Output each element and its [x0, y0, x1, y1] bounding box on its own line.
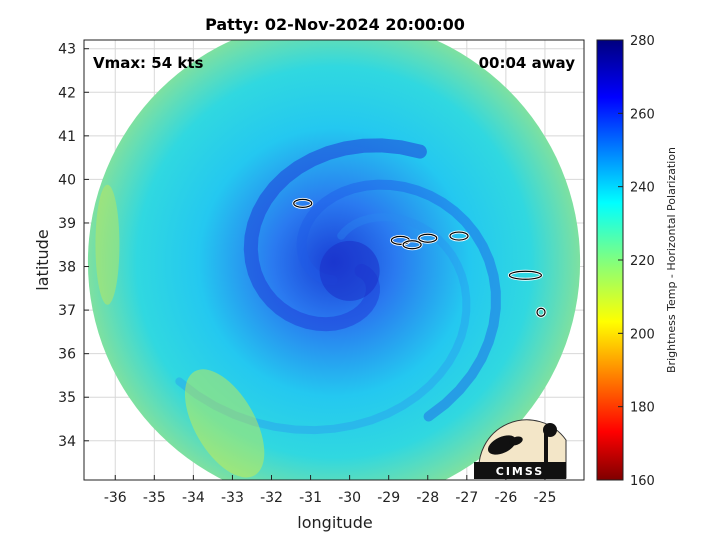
cimss-logo: CIMSS	[474, 419, 567, 479]
y-tick-label: 34	[58, 434, 76, 450]
island-outline	[449, 231, 469, 241]
rain-bands	[95, 138, 501, 478]
storm-core	[319, 240, 380, 301]
x-tick-label: -25	[534, 490, 557, 506]
colorbar-label: Brightness Temp - Horizontal Polarizatio…	[665, 147, 678, 373]
y-tick-label: 43	[58, 42, 76, 58]
y-tick-label: 36	[58, 347, 76, 363]
colorbar-tick-label: 240	[630, 181, 655, 196]
y-tick-label: 42	[58, 85, 76, 101]
rain-band	[175, 213, 471, 435]
logo-tower-top-icon	[543, 423, 557, 437]
logo-tower-icon	[544, 432, 548, 462]
y-tick-label: 41	[58, 129, 76, 145]
x-axis-label: longitude	[297, 513, 372, 532]
land-outlines	[292, 197, 547, 318]
x-axis-ticks: -36 -35 -34 -33 -32 -31 -30 -29 -28 -27 -26 -25	[104, 475, 557, 506]
x-tick-label: -26	[494, 490, 517, 506]
y-tick-label: 39	[58, 216, 76, 232]
logo-dish-small-icon	[509, 436, 523, 446]
x-tick-label: -28	[416, 490, 439, 506]
island-outline	[418, 233, 438, 243]
colorbar-tick-label: 180	[630, 401, 655, 416]
colorbar-tick-label: 200	[630, 327, 655, 342]
x-tick-label: -32	[260, 490, 283, 506]
x-tick-label: -35	[143, 490, 166, 506]
rain-band	[243, 138, 427, 332]
island-outline	[293, 198, 313, 208]
plot-area: -36 -35 -34 -33 -32 -31 -30 -29 -28 -27 -26 -25 343…	[58, 39, 585, 506]
colorbar-ticks: 160 180 200 220 240 260 280	[618, 34, 655, 489]
y-tick-label: 37	[58, 303, 76, 319]
x-tick-label: -30	[338, 490, 361, 506]
logo-dish-icon	[487, 435, 517, 455]
logo-text: CIMSS	[496, 465, 544, 478]
y-tick-label: 35	[58, 390, 76, 406]
colorbar-tick-label: 220	[630, 254, 655, 269]
plot-frame	[83, 39, 585, 481]
x-tick-label: -33	[221, 490, 244, 506]
chart-title: Patty: 02-Nov-2024 20:00:00	[205, 15, 465, 34]
island-outline	[508, 270, 543, 280]
x-tick-label: -27	[455, 490, 478, 506]
x-tick-label: -31	[299, 490, 322, 506]
time-away-annotation: 00:04 away	[479, 54, 576, 72]
y-tick-label: 40	[58, 172, 76, 188]
y-tick-label: 38	[58, 260, 76, 276]
colorbar-tick-label: 280	[630, 34, 655, 49]
logo-banner	[474, 462, 566, 479]
vmax-annotation: Vmax: 54 kts	[93, 54, 203, 72]
x-tick-label: -36	[104, 490, 127, 506]
y-axis-label: latitude	[33, 229, 52, 290]
x-tick-label: -34	[182, 490, 205, 506]
rain-band	[296, 179, 501, 422]
island-outline	[536, 307, 546, 317]
y-axis-ticks: 34 35 36 37 38 39 40 41 42 43	[58, 42, 89, 450]
colorbar-tick-label: 160	[630, 474, 655, 489]
x-tick-label: -29	[377, 490, 400, 506]
warm-region	[184, 369, 265, 478]
colorbar-tick-label: 260	[630, 107, 655, 122]
island-outline	[402, 240, 422, 250]
colorbar: 160 180 200 220 240 260 280 Brightness Temp - …	[596, 34, 678, 489]
warm-region	[95, 184, 120, 305]
